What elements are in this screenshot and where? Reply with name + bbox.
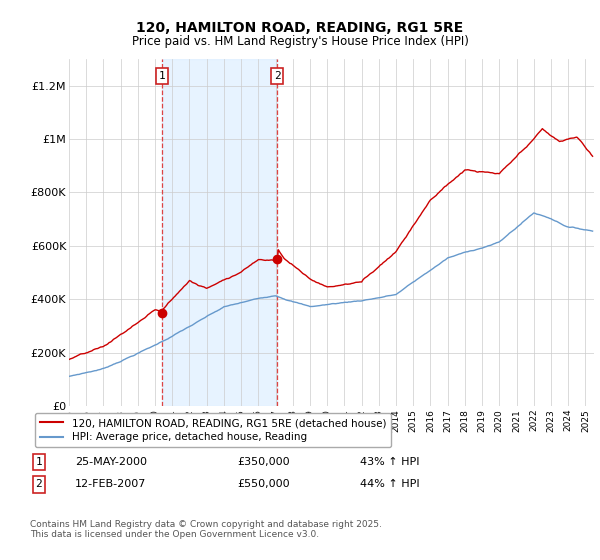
Text: 12-FEB-2007: 12-FEB-2007 [75,479,146,489]
Text: 1: 1 [35,457,43,467]
Text: £350,000: £350,000 [237,457,290,467]
Text: 25-MAY-2000: 25-MAY-2000 [75,457,147,467]
Text: 1: 1 [158,71,166,81]
Text: 2: 2 [274,71,281,81]
Text: Contains HM Land Registry data © Crown copyright and database right 2025.
This d: Contains HM Land Registry data © Crown c… [30,520,382,539]
Legend: 120, HAMILTON ROAD, READING, RG1 5RE (detached house), HPI: Average price, detac: 120, HAMILTON ROAD, READING, RG1 5RE (de… [35,413,391,447]
Bar [162,59,277,406]
Text: 120, HAMILTON ROAD, READING, RG1 5RE: 120, HAMILTON ROAD, READING, RG1 5RE [136,21,464,35]
Text: Price paid vs. HM Land Registry's House Price Index (HPI): Price paid vs. HM Land Registry's House … [131,35,469,48]
Text: £550,000: £550,000 [237,479,290,489]
Text: 43% ↑ HPI: 43% ↑ HPI [360,457,419,467]
Text: 2: 2 [35,479,43,489]
Text: 44% ↑ HPI: 44% ↑ HPI [360,479,419,489]
